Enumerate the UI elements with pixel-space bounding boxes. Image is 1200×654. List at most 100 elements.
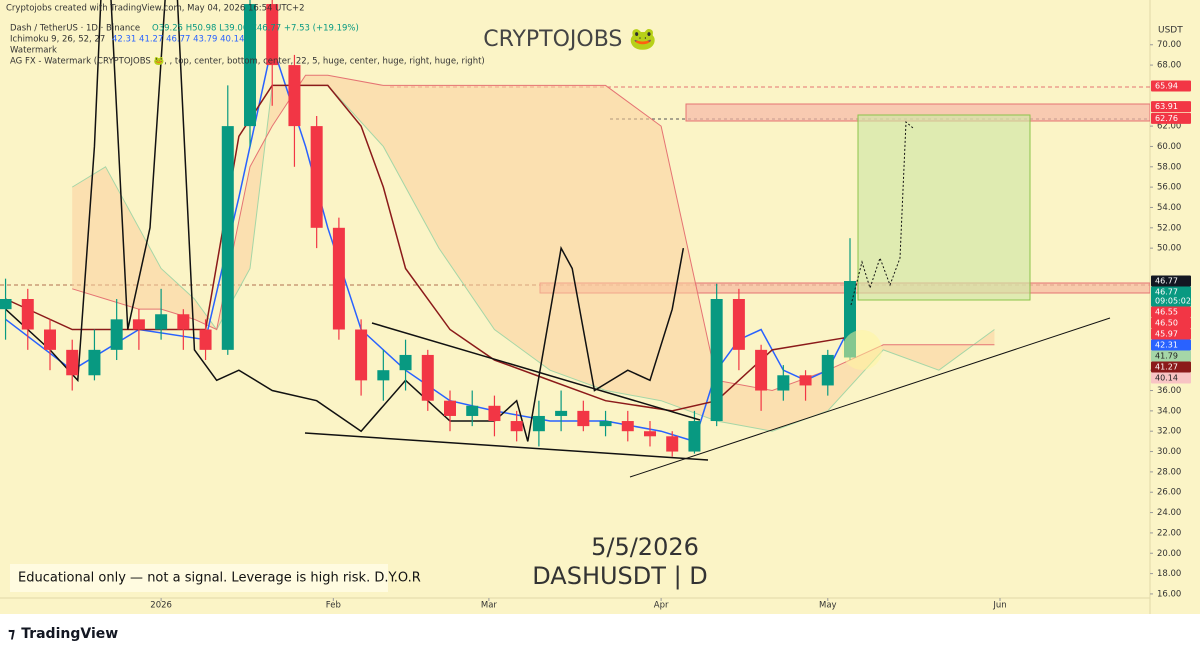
price-tag-label: 45.97 <box>1155 329 1178 338</box>
candle-body <box>666 436 679 452</box>
price-tag-label: 46.77 <box>1155 276 1178 285</box>
price-tag-label: 62.76 <box>1155 114 1178 123</box>
y-tick-label: 50.00 <box>1157 244 1181 254</box>
candle-body <box>421 354 434 401</box>
y-tick-label: 18.00 <box>1157 569 1181 579</box>
y-tick-label: 26.00 <box>1157 488 1181 498</box>
candle-body <box>466 405 479 416</box>
candle-body <box>732 299 745 350</box>
y-tick-label: 52.00 <box>1157 223 1181 233</box>
y-tick-label: 70.00 <box>1157 40 1181 50</box>
price-tag-label: 65.94 <box>1155 82 1178 91</box>
candle-body <box>44 329 56 350</box>
candle-body <box>88 349 101 376</box>
candle-body <box>332 227 345 330</box>
price-tag-label: 41.79 <box>1155 351 1178 360</box>
price-tag <box>1151 361 1191 373</box>
candle-body <box>110 319 123 350</box>
candle-body <box>777 375 790 391</box>
candle-body <box>355 329 368 381</box>
symbol-label: DASHUSDT | D <box>532 562 708 590</box>
candle-body <box>688 421 701 452</box>
y-tick-label: 30.00 <box>1157 447 1181 457</box>
candle-body <box>66 349 79 376</box>
ohlc: O39.25 H50.98 L39.00 C46.77 +7.53 (+19.1… <box>152 24 359 34</box>
indicator-values: 42.31 41.27 46.77 43.79 40.14 <box>112 35 244 45</box>
price-tag <box>1151 350 1191 362</box>
y-tick-label: 60.00 <box>1157 142 1181 152</box>
price-tag <box>1151 306 1191 318</box>
y-tick-label: 24.00 <box>1157 508 1181 518</box>
trend-line <box>304 432 709 461</box>
indicator-line <box>5 84 851 412</box>
candle-body <box>577 410 590 427</box>
candle-body <box>488 405 501 422</box>
y-tick-label: 54.00 <box>1157 203 1181 213</box>
candle-body <box>221 126 234 350</box>
price-tag-label: 46.77 <box>1155 287 1178 296</box>
y-tick-label: 28.00 <box>1157 467 1181 477</box>
x-tick-label: Apr <box>654 601 669 611</box>
plot <box>0 0 995 457</box>
symbol: Dash / TetherUS · 1D · Binance <box>10 24 140 34</box>
candle-body <box>288 65 301 127</box>
attribution: Cryptojobs created with TradingView.com,… <box>6 4 305 14</box>
price-tag <box>1151 80 1191 92</box>
x-tick-label: 2026 <box>150 601 172 611</box>
x-tick-label: May <box>819 601 837 611</box>
currency: USDT <box>1158 26 1183 36</box>
candle-body <box>799 375 812 386</box>
indicator: Ichimoku 9, 26, 52, 27 <box>10 35 105 45</box>
disclaimer: Educational only — not a signal. Leverag… <box>18 571 421 586</box>
candle-body <box>510 421 523 432</box>
candle-body <box>710 299 723 422</box>
y-tick-label: 56.00 <box>1157 183 1181 193</box>
candle-body <box>399 354 412 371</box>
candle-body <box>555 410 568 416</box>
watermark-settings: AG FX - Watermark (CRYPTOJOBS 🐸, , top, … <box>10 56 485 67</box>
indicator-line <box>5 0 685 442</box>
candle-body <box>444 400 456 416</box>
price-tag-time: 09:05:02 <box>1155 296 1191 305</box>
price-tag <box>1151 286 1191 307</box>
price-tag <box>1151 328 1191 340</box>
drawings <box>10 120 1111 592</box>
brand-logo: ⁊ TradingView <box>8 626 118 642</box>
candle-body <box>155 314 168 330</box>
candle-body <box>821 354 834 386</box>
y-tick-label: 16.00 <box>1157 589 1181 599</box>
price-tag <box>1151 112 1191 124</box>
candle-body <box>21 299 34 330</box>
y-tick-label: 22.00 <box>1157 528 1181 538</box>
ichimoku-cloud <box>72 75 995 432</box>
candle-body <box>244 4 256 127</box>
price-tag <box>1151 372 1191 384</box>
candle-body <box>0 299 12 310</box>
price-tag <box>1151 101 1191 113</box>
y-tick-label: 20.00 <box>1157 549 1181 559</box>
price-tag <box>1151 317 1191 329</box>
date-label: 5/5/2026 <box>591 533 699 561</box>
disclaimer-box <box>10 564 388 592</box>
trend-line <box>629 317 1111 478</box>
price-tag-label: 41.27 <box>1155 362 1178 371</box>
highlight <box>842 330 882 370</box>
footer <box>0 614 1200 654</box>
logo-mark: ⁊ <box>8 626 15 642</box>
candle-body <box>644 431 656 437</box>
price-tag-label: 40.14 <box>1155 373 1178 382</box>
x-tick-label: Mar <box>481 601 498 611</box>
target-box <box>857 114 1031 301</box>
y-tick-label: 58.00 <box>1157 162 1181 172</box>
candle-body <box>266 4 279 66</box>
y-tick-label: 68.00 <box>1157 61 1181 71</box>
candle-body <box>532 415 545 432</box>
price-tag-label: 63.91 <box>1155 102 1178 111</box>
y-tick-label: 34.00 <box>1157 406 1181 416</box>
price-tag-label: 46.55 <box>1155 307 1178 316</box>
watermark: CRYPTOJOBS 🐸 <box>483 27 657 52</box>
candle-body <box>755 349 768 391</box>
x-tick-label: Feb <box>326 601 341 611</box>
price-tag-label: 46.50 <box>1155 318 1178 327</box>
